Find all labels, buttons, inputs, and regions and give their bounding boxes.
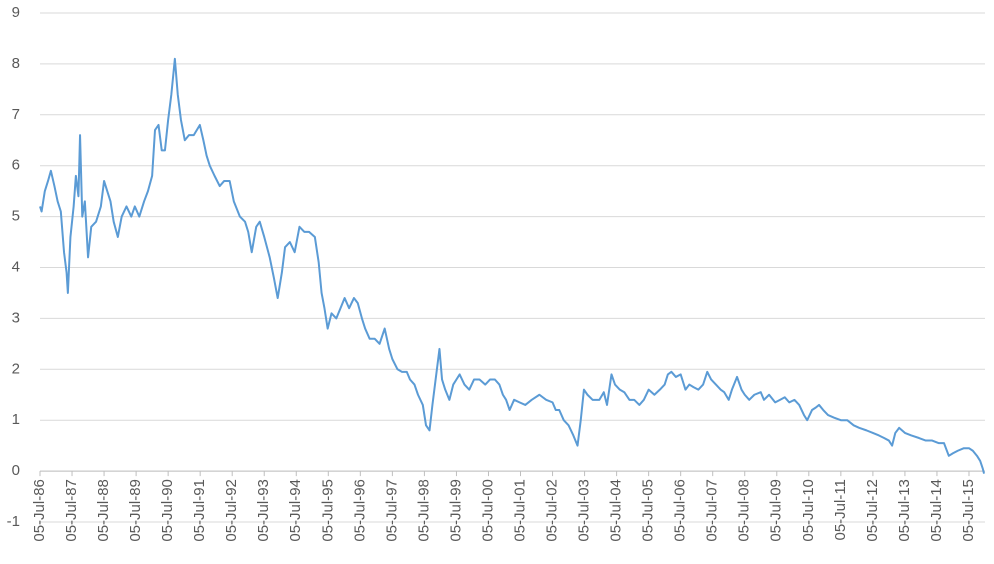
y-tick-label: 7 <box>12 106 20 123</box>
y-tick-label: 2 <box>12 360 20 377</box>
x-tick-label: 05-Jul-95 <box>319 479 336 542</box>
x-tick-label: 05-Jul-88 <box>95 479 112 542</box>
y-tick-label: -1 <box>7 513 20 530</box>
x-tick-label: 05-Jul-02 <box>544 479 561 542</box>
y-tick-label: 8 <box>12 55 20 72</box>
data-line <box>39 57 986 474</box>
x-tick-label: 05-Jul-13 <box>896 479 913 542</box>
x-tick-label: 05-Jul-01 <box>511 479 528 542</box>
x-tick-label: 05-Jul-06 <box>672 479 689 542</box>
x-tick-label: 05-Jul-00 <box>479 479 496 542</box>
x-tick-label: 05-Jul-92 <box>223 479 240 542</box>
x-tick-label: 05-Jul-89 <box>127 479 144 542</box>
y-tick-label: 6 <box>12 157 20 174</box>
y-tick-label: 0 <box>12 462 20 479</box>
x-tick-label: 05-Jul-07 <box>704 479 721 542</box>
x-tick-label: 05-Jul-93 <box>255 479 272 542</box>
x-tick-label: 05-Jul-96 <box>351 479 368 542</box>
y-tick-label: 4 <box>12 258 20 275</box>
x-tick-label: 05-Jul-90 <box>159 479 176 542</box>
x-tick-label: 05-Jul-87 <box>63 479 80 542</box>
x-tick-label: 05-Jul-10 <box>800 479 817 542</box>
x-tick-label: 05-Jul-86 <box>31 479 48 542</box>
x-tick-label: 05-Jul-94 <box>287 479 304 542</box>
x-tick-label: 05-Jul-91 <box>191 479 208 542</box>
x-tick-label: 05-Jul-05 <box>640 479 657 542</box>
x-tick-label: 05-Jul-08 <box>736 479 753 542</box>
x-tick-label: 05-Jul-11 <box>832 479 849 540</box>
x-tick-label: 05-Jul-98 <box>415 479 432 542</box>
x-tick-label: 05-Jul-09 <box>768 479 785 542</box>
y-tick-label: 3 <box>12 309 20 326</box>
x-tick-label: 05-Jul-97 <box>383 479 400 542</box>
x-tick-label: 05-Jul-03 <box>576 479 593 542</box>
y-tick-label: 5 <box>12 208 20 225</box>
x-tick-label: 05-Jul-04 <box>608 479 625 542</box>
x-tick-label: 05-Jul-15 <box>960 479 977 542</box>
x-tick-label: 05-Jul-99 <box>447 479 464 542</box>
y-tick-label: 1 <box>12 411 20 428</box>
x-tick-label: 05-Jul-14 <box>928 479 945 542</box>
y-tick-label: 9 <box>12 4 20 21</box>
x-tick-label: 05-Jul-12 <box>864 479 881 542</box>
